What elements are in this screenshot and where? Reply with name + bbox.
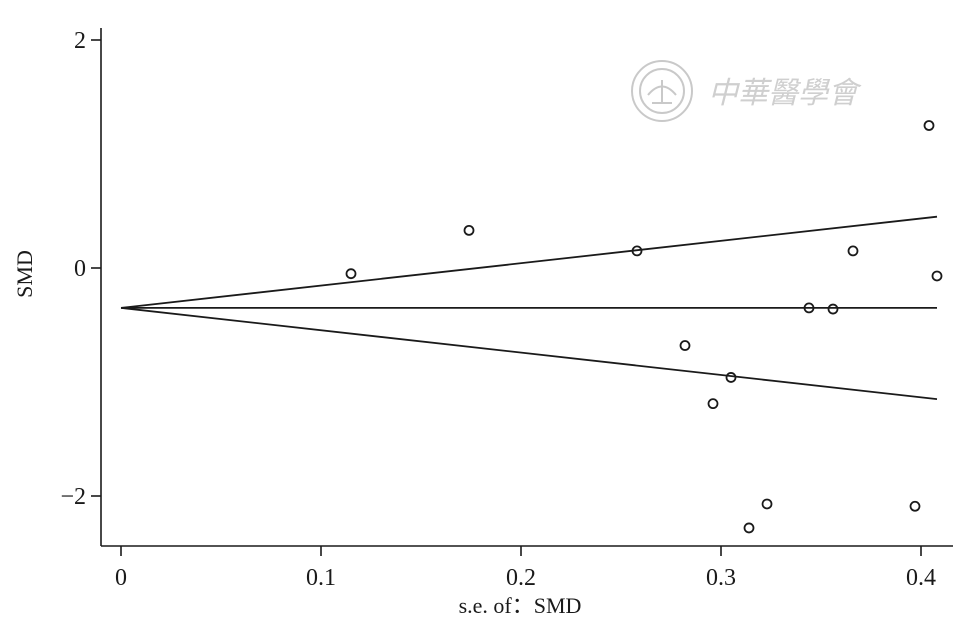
data-point-8 xyxy=(761,498,773,510)
funnel-lines xyxy=(120,215,938,400)
funnel-upper-limit-line xyxy=(120,215,938,309)
data-point-2 xyxy=(463,224,475,236)
x-axis-ticks: 0 0.1 0.2 0.3 0.4 xyxy=(115,546,936,591)
x-tick-label: 0.1 xyxy=(306,565,336,591)
data-point-13 xyxy=(923,120,935,131)
data-point-7 xyxy=(743,522,755,534)
x-tick-label: 0.3 xyxy=(706,565,736,591)
data-point-4 xyxy=(679,340,691,351)
data-point-1 xyxy=(345,268,357,280)
watermark: 中華醫學會 xyxy=(631,60,862,122)
data-point-5 xyxy=(707,398,719,410)
y-axis-ticks: 2 0 −2 xyxy=(60,28,101,510)
data-point-10 xyxy=(827,303,839,315)
watermark-text: 中華醫學會 xyxy=(708,76,862,111)
x-tick-label: 0.4 xyxy=(906,565,936,591)
funnel-lower-limit-line xyxy=(120,307,938,400)
x-tick-label: 0 xyxy=(115,565,127,591)
data-point-12 xyxy=(909,500,921,512)
y-tick-label: −2 xyxy=(60,484,86,510)
data-points xyxy=(345,120,943,534)
y-tick-label: 0 xyxy=(74,256,86,282)
x-axis-title: s.e. of：SMD xyxy=(459,593,582,618)
data-point-14 xyxy=(931,270,943,282)
watermark-seal-icon xyxy=(631,60,693,122)
data-point-11 xyxy=(847,245,859,257)
data-point-9 xyxy=(803,302,815,314)
data-point-6 xyxy=(725,372,737,383)
y-tick-label: 2 xyxy=(74,28,86,54)
data-point-3 xyxy=(631,245,643,257)
x-tick-label: 0.2 xyxy=(506,565,536,591)
y-axis-title: SMD xyxy=(12,250,37,298)
